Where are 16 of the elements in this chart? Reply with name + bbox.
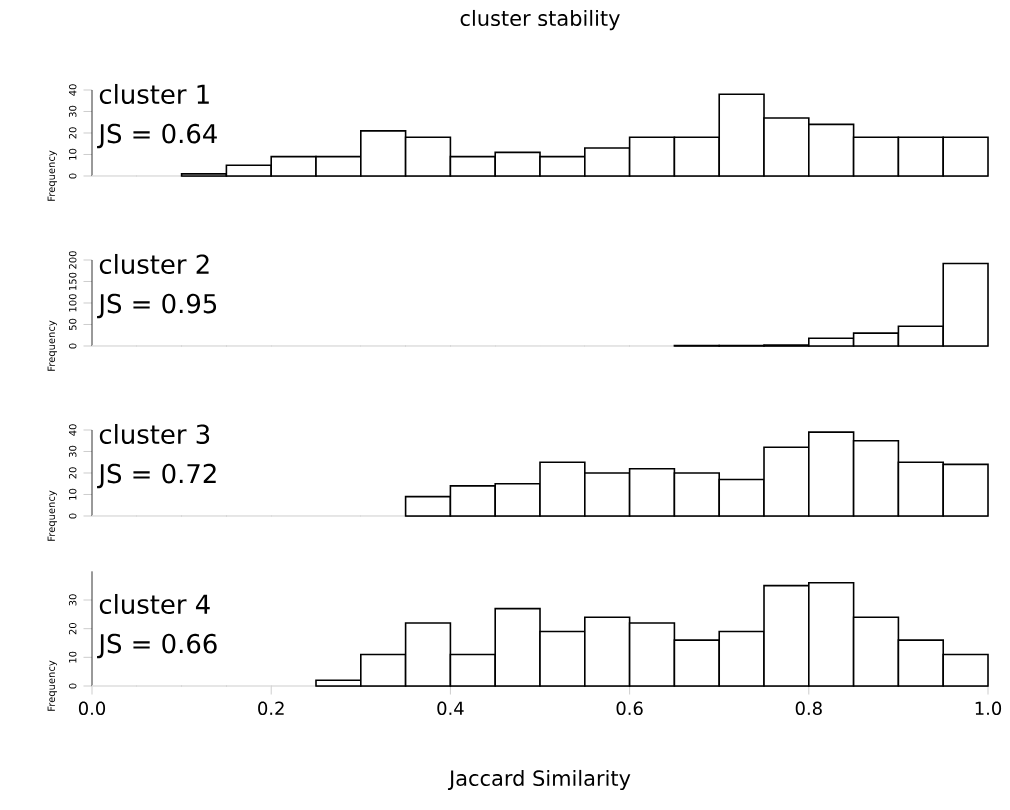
annotation: JS = 0.72 (97, 463, 216, 489)
annotation: cluster 2 (99, 253, 209, 275)
annotation: JS = 0.95 (97, 293, 217, 319)
chart-title: cluster stability (460, 9, 620, 31)
annotation: cluster 3 (99, 423, 210, 445)
annotation: cluster 1 (99, 83, 209, 105)
annotation: JS = 0.66 (97, 633, 217, 659)
x-tick-label: 0.0 (78, 701, 106, 716)
x-tick-label: 0.2 (258, 701, 284, 716)
x-tick-label: 1.0 (975, 701, 1002, 716)
annotation: cluster 4 (99, 593, 210, 615)
annotation: JS = 0.64 (97, 123, 217, 149)
x-tick-label: 0.8 (795, 701, 822, 716)
x-tick-label: 0.4 (437, 701, 464, 716)
x-axis-title: Jaccard Similarity (447, 769, 631, 791)
x-tick-label: 0.6 (616, 701, 643, 716)
